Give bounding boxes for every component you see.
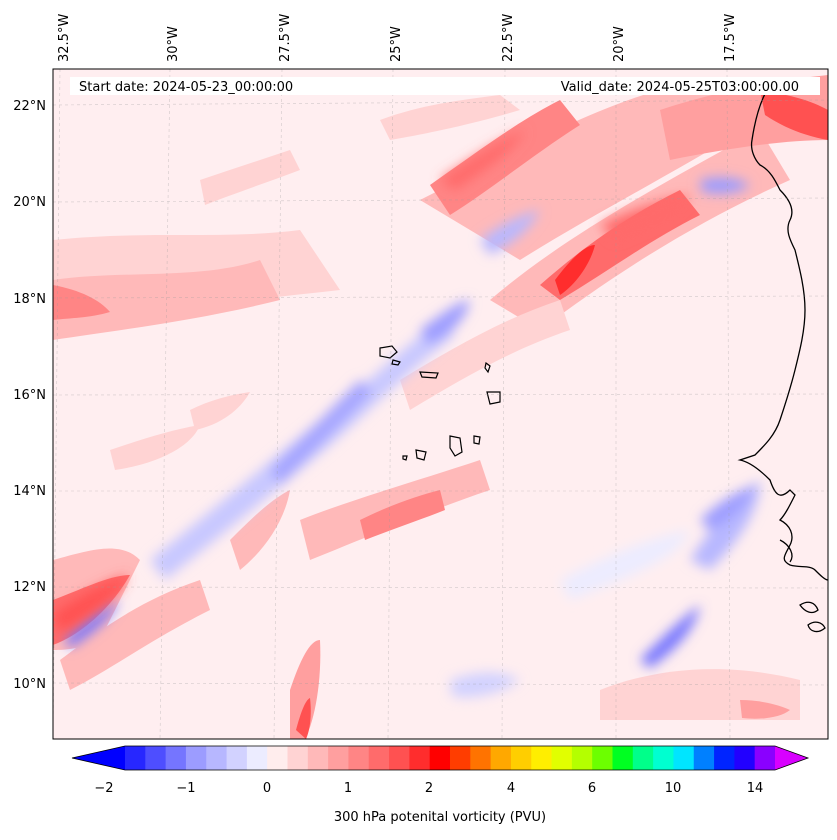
lon-label: 27.5°W xyxy=(278,14,293,62)
header-strip xyxy=(70,77,820,95)
colorbar-tick: 2 xyxy=(425,781,433,796)
colorbar-segment xyxy=(571,746,593,770)
lon-label: 17.5°W xyxy=(723,14,738,62)
colorbar-segment xyxy=(389,746,410,770)
colorbar-segment xyxy=(246,746,268,770)
colorbar-extend-max xyxy=(775,746,808,770)
colorbar-segment xyxy=(267,746,288,770)
coastline xyxy=(737,84,828,633)
pv-field-blobs xyxy=(53,75,828,739)
colorbar-segment xyxy=(714,746,735,770)
colorbar-segment xyxy=(653,746,674,770)
colorbar-tick: 10 xyxy=(665,781,682,796)
colorbar-segment xyxy=(490,746,512,770)
lon-label: 22.5°W xyxy=(501,14,516,62)
map-frame xyxy=(52,68,829,740)
colorbar-segment xyxy=(551,746,573,770)
colorbar-segment xyxy=(287,746,309,770)
lat-label: 16°N xyxy=(13,388,46,403)
colorbar-outline xyxy=(71,745,810,771)
colorbar-ticks: −2 −1 0 1 2 4 6 10 14 xyxy=(94,781,763,796)
colorbar-segment xyxy=(185,746,207,770)
colorbar-tick: 0 xyxy=(263,781,271,796)
latitude-labels: 22°N 20°N 18°N 16°N 14°N 12°N 10°N xyxy=(13,99,46,692)
colorbar-segment xyxy=(165,746,187,770)
colorbar-segment xyxy=(450,746,471,770)
pv-field-negative xyxy=(65,177,760,698)
colorbar-segment xyxy=(673,746,695,770)
colorbar-segment xyxy=(206,746,228,770)
gridlines xyxy=(53,69,828,739)
colorbar-tick: −1 xyxy=(176,781,195,796)
lat-label: 18°N xyxy=(13,292,46,307)
lat-label: 14°N xyxy=(13,484,46,499)
colorbar-segment xyxy=(632,746,654,770)
colorbar-segment xyxy=(470,746,492,770)
colorbar-segment xyxy=(734,746,756,770)
colorbar-segment xyxy=(328,746,349,770)
pv-field-positive-strong xyxy=(53,130,690,632)
lat-label: 22°N xyxy=(13,99,46,114)
colorbar-segment xyxy=(145,746,167,770)
colorbar-segment xyxy=(592,746,613,770)
lat-label: 20°N xyxy=(13,195,46,210)
colorbar-segment xyxy=(510,746,532,770)
colorbar-segment xyxy=(612,746,634,770)
pv-field xyxy=(53,69,828,739)
lat-label: 10°N xyxy=(13,677,46,692)
lon-label: 20°W xyxy=(612,26,627,62)
colorbar-tick: 14 xyxy=(747,781,764,796)
colorbar-segment xyxy=(368,746,390,770)
colorbar-tick: 4 xyxy=(507,781,515,796)
start-date-text: Start date: 2024-05-23_00:00:00 xyxy=(79,80,293,95)
colorbar-extend-min xyxy=(72,746,125,770)
colorbar-segment xyxy=(226,746,248,770)
longitude-labels: 32.5°W 30°W 27.5°W 25°W 22.5°W 20°W 17.5… xyxy=(57,14,738,62)
colorbar xyxy=(71,745,810,771)
colorbar-label: 300 hPa potenital vorticity (PVU) xyxy=(334,810,546,825)
valid-date-text: Valid_date: 2024-05-25T03:00:00.00 xyxy=(561,80,799,95)
lon-label: 25°W xyxy=(389,26,404,62)
colorbar-tick: 1 xyxy=(344,781,352,796)
lon-label: 32.5°W xyxy=(57,14,72,62)
colorbar-segment xyxy=(125,746,146,770)
colorbar-segment xyxy=(531,746,553,770)
cape-verde-islands xyxy=(379,345,501,461)
colorbar-segment xyxy=(307,746,329,770)
colorbar-segment xyxy=(409,746,431,770)
colorbar-tick: 6 xyxy=(588,781,596,796)
lat-label: 12°N xyxy=(13,580,46,595)
colorbar-tick: −2 xyxy=(94,781,113,796)
colorbar-segment xyxy=(754,746,776,770)
colorbar-segment xyxy=(348,746,370,770)
colorbar-segment xyxy=(693,746,715,770)
colorbar-segment xyxy=(429,746,451,770)
lon-label: 30°W xyxy=(166,26,181,62)
